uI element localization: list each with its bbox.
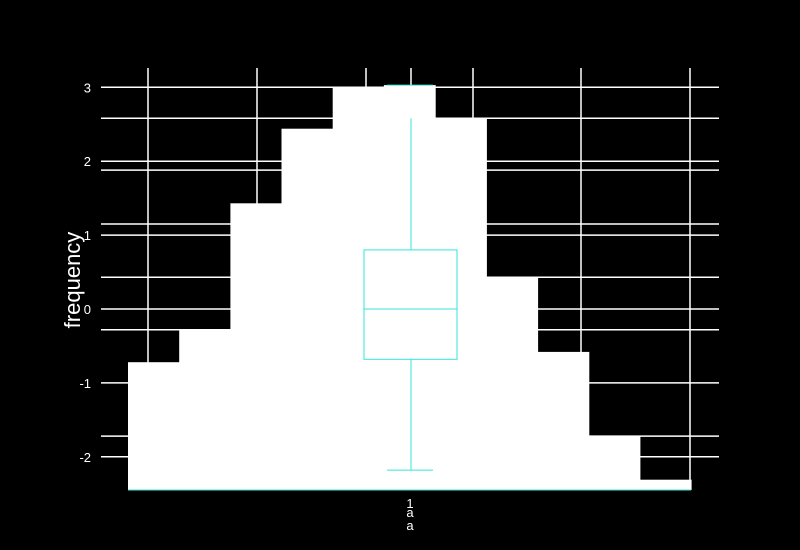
- y-tick-label: -1: [79, 376, 91, 391]
- grid-lines: [101, 68, 719, 490]
- histogram-bar: [332, 87, 385, 491]
- boxplot-box: [363, 249, 458, 360]
- histogram-bar: [588, 436, 641, 490]
- histogram-bar: [639, 479, 692, 490]
- y-axis-ticks: -2 -1 0 1 2 3: [79, 80, 91, 465]
- y-axis-title: frequency: [60, 232, 85, 329]
- category-sublabel-2: a: [406, 518, 414, 533]
- boxplot: [128, 84, 691, 491]
- x-axis-labels: 1 a a: [406, 496, 414, 533]
- histogram-bar: [128, 362, 180, 490]
- y-tick-label: 0: [84, 302, 91, 317]
- y-tick-label: 3: [84, 80, 91, 95]
- histogram-bar: [383, 85, 436, 490]
- y-tick-label: 2: [84, 154, 91, 169]
- histogram-bar: [435, 118, 487, 491]
- category-sublabel-1: a: [406, 505, 414, 520]
- y-tick-label: -2: [79, 450, 91, 465]
- category-label: 1: [406, 496, 413, 511]
- histogram-bar: [179, 329, 231, 490]
- y-tick-label: 1: [84, 228, 91, 243]
